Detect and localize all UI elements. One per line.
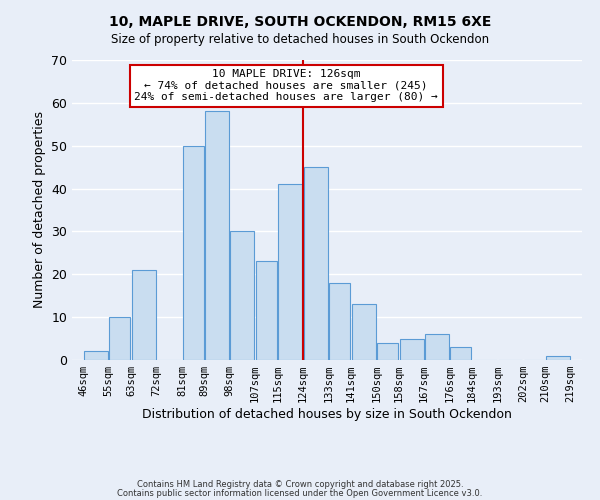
Bar bbox=[425, 334, 449, 360]
Bar bbox=[352, 304, 376, 360]
Bar bbox=[205, 112, 229, 360]
Bar bbox=[278, 184, 302, 360]
Bar bbox=[132, 270, 156, 360]
Bar bbox=[182, 146, 204, 360]
Bar bbox=[304, 167, 328, 360]
Bar bbox=[329, 283, 350, 360]
X-axis label: Distribution of detached houses by size in South Ockendon: Distribution of detached houses by size … bbox=[142, 408, 512, 421]
Bar bbox=[400, 338, 424, 360]
Text: Contains HM Land Registry data © Crown copyright and database right 2025.: Contains HM Land Registry data © Crown c… bbox=[137, 480, 463, 489]
Text: Contains public sector information licensed under the Open Government Licence v3: Contains public sector information licen… bbox=[118, 488, 482, 498]
Text: 10 MAPLE DRIVE: 126sqm
← 74% of detached houses are smaller (245)
24% of semi-de: 10 MAPLE DRIVE: 126sqm ← 74% of detached… bbox=[134, 69, 438, 102]
Bar bbox=[256, 262, 277, 360]
Bar bbox=[109, 317, 130, 360]
Bar bbox=[450, 347, 472, 360]
Text: Size of property relative to detached houses in South Ockendon: Size of property relative to detached ho… bbox=[111, 32, 489, 46]
Bar bbox=[84, 352, 108, 360]
Y-axis label: Number of detached properties: Number of detached properties bbox=[32, 112, 46, 308]
Bar bbox=[546, 356, 570, 360]
Bar bbox=[230, 232, 254, 360]
Bar bbox=[377, 343, 398, 360]
Text: 10, MAPLE DRIVE, SOUTH OCKENDON, RM15 6XE: 10, MAPLE DRIVE, SOUTH OCKENDON, RM15 6X… bbox=[109, 15, 491, 29]
